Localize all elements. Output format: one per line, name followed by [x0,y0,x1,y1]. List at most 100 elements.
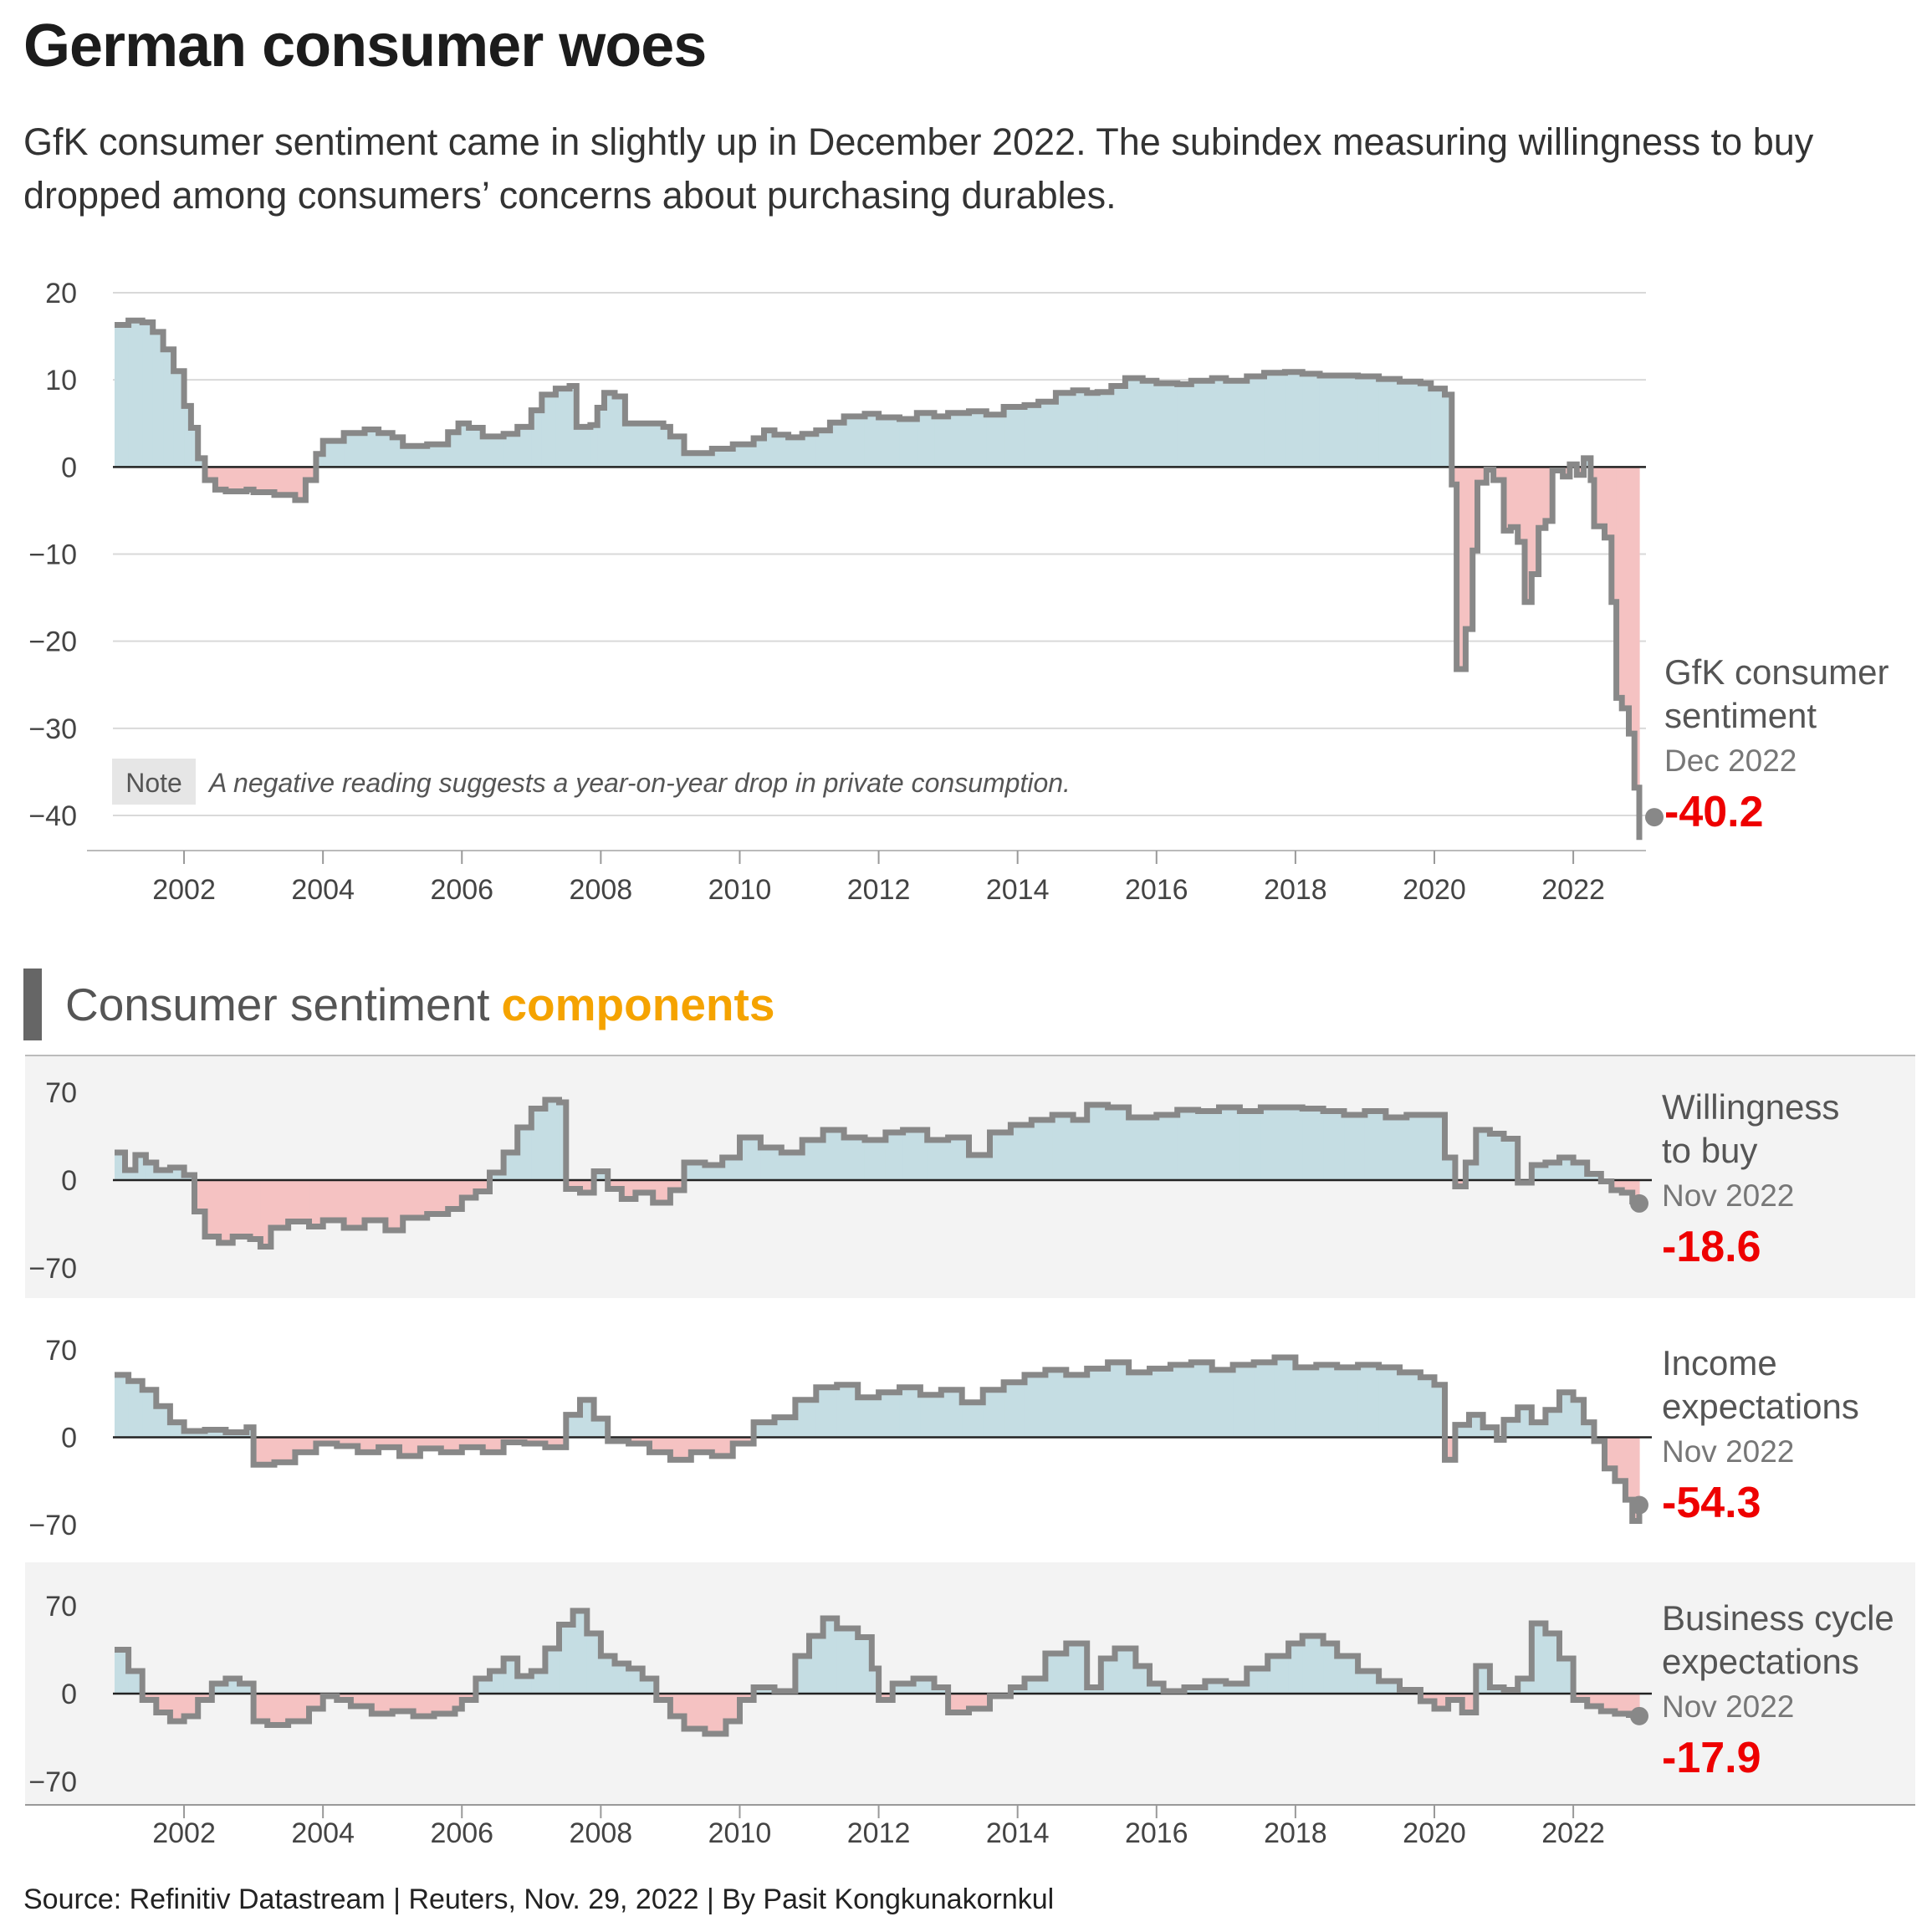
willingness-area-step [204,1180,220,1237]
willingness-area-step [146,1163,157,1180]
income-ytick-label: 70 [45,1335,77,1367]
gfk-area-step [1086,392,1098,468]
income-area-step [1496,1437,1505,1440]
gfk-area-step [754,437,765,468]
income-area-step [1004,1382,1025,1438]
business-area-step [489,1671,504,1694]
business-area-step [1475,1666,1491,1694]
gfk-label-value: -40.2 [1664,788,1764,836]
income-area-step [420,1437,442,1449]
business-area-step [1587,1694,1602,1706]
gfk-area-step [1517,467,1526,542]
business-label-value: -17.9 [1662,1734,1761,1782]
gfk-area-step [774,434,790,468]
willingness-label-name: to buy [1662,1131,1757,1170]
business-area-step [857,1637,872,1694]
gfk-area-step [1493,467,1505,480]
business-area-step [156,1694,171,1713]
willingness-area-step [447,1180,463,1209]
willingness-area-step [1601,1180,1613,1182]
income-area-step [1086,1368,1109,1438]
willingness-area-step [1052,1115,1074,1180]
willingness-area-step [1545,1163,1561,1180]
bottom-x-axis: 2002 2004 2006 2008 2010 2012 2014 2016 2018 2020… [152,1805,1605,1849]
willingness-area-step [402,1180,428,1218]
income-area-step [815,1387,838,1438]
income-area-step [1483,1427,1498,1438]
income-area-step [565,1414,581,1438]
willingness-area-step [1517,1180,1532,1183]
panel-bg-business [25,1562,1915,1805]
income-area-step [1573,1399,1585,1438]
gfk-area-step [142,322,154,468]
willingness-area-step [270,1180,289,1228]
gfk-area-step [1590,467,1595,480]
income-area-step [1357,1364,1380,1438]
income-end-dot [1630,1495,1648,1515]
gfk-area-step [1472,467,1479,551]
business-area-step [462,1694,477,1700]
income-area-step [378,1437,401,1448]
business-ytick-label: 0 [61,1679,77,1710]
gfk-area-step [1524,467,1532,602]
gfk-area-step [864,413,880,468]
gfk-area-step [1246,376,1265,468]
business-area-step [614,1664,630,1694]
section-accent-bar [23,969,42,1040]
business-area-step [1010,1687,1025,1694]
gfk-area-step [1285,371,1303,468]
gfk-ytick-label: 20 [45,278,77,309]
willingness-area-step [475,1180,491,1192]
page-title: German consumer woes [23,13,707,79]
gfk-area-step [191,427,199,468]
section-heading: Consumer sentiment components [23,969,774,1040]
gfk-chart: 20 10 0 −10 −20 −30 −40 GfK consumer sentiment De… [28,278,1889,841]
bottom-x-axis-tick-label: 2014 [986,1817,1050,1849]
business-area-step [184,1694,199,1716]
gfk-ytick-label: −40 [28,800,77,832]
willingness-area-step [1490,1133,1505,1180]
gfk-area-step [364,429,380,468]
willingness-area-step [621,1180,636,1199]
gfk-area-step [1420,383,1432,468]
income-area-step [253,1437,275,1465]
gfk-area-step [1594,467,1606,527]
business-area-step [1024,1679,1046,1694]
willingness-area-step [288,1180,310,1222]
income-area-step [607,1437,630,1441]
business-area-step [1490,1687,1505,1694]
gfk-area-step [844,416,866,468]
business-area-step [1135,1666,1151,1694]
income-area-step [1128,1372,1151,1438]
business-area-step [1184,1687,1206,1694]
income-area-step [1469,1414,1484,1438]
income-series-line [115,1354,1643,1524]
income-area-step [115,1374,130,1438]
business-area-step [1163,1691,1185,1694]
income-label-name: expectations [1662,1387,1859,1426]
gfk-area-step [173,371,185,468]
gfk-area-step [541,394,556,468]
business-area-step [1531,1623,1546,1694]
income-label-name: Income [1662,1343,1777,1383]
gfk-area-step [152,331,164,468]
gfk-area-step [427,444,449,468]
gfk-area-step [1611,467,1618,602]
gfk-area-step [576,427,591,468]
willingness-area-step [544,1100,560,1180]
gfk-area-step [204,467,217,480]
business-area-step [704,1694,727,1734]
income-area-step [1337,1367,1359,1438]
willingness-area-step [385,1180,404,1230]
income-area-step [142,1389,157,1438]
income-ytick-label: 0 [61,1423,77,1454]
business-area-step [1114,1648,1137,1694]
business-area-step [371,1694,393,1714]
gfk-area-step [246,467,254,490]
gfk-area-step [1111,386,1127,468]
business-area-step [878,1694,893,1700]
gfk-area-step [917,412,935,468]
income-chart: 70 0 −70 Income expectations Nov 2022 -54.3 [28,1335,1859,1541]
willingness-label-name: Willingness [1662,1087,1839,1127]
main-x-axis-tick-label: 2010 [708,874,772,906]
